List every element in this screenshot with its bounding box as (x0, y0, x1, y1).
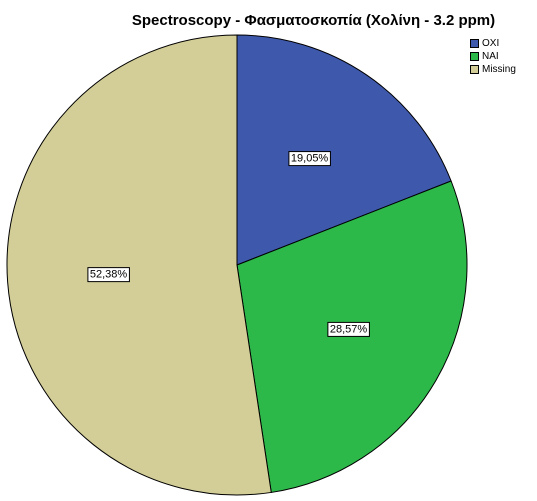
data-label-box (327, 321, 370, 337)
data-label-missing: 52,38% (87, 267, 130, 283)
slice-oxi (236, 34, 452, 266)
data-label-box (288, 151, 331, 167)
legend-item-missing: Missing (470, 63, 516, 76)
data-label-box (87, 267, 130, 283)
legend-swatch (470, 52, 479, 61)
data-label-text: 19,05% (291, 153, 329, 165)
legend-label: ΟΧΙ (482, 38, 500, 49)
legend-item-oxi: ΟΧΙ (470, 37, 516, 50)
legend: ΟΧΙ ΝΑΙ Missing (470, 37, 516, 76)
legend-swatch (470, 39, 479, 48)
legend-label: Missing (482, 64, 516, 75)
legend-item-nai: ΝΑΙ (470, 50, 516, 63)
data-label-oxi: 19,05% (288, 151, 331, 167)
legend-label: ΝΑΙ (482, 51, 499, 62)
slice-missing (6, 34, 272, 496)
data-label-text: 28,57% (330, 323, 368, 335)
data-label-nai: 28,57% (327, 321, 370, 337)
chart-title: Spectroscopy - Φασματοσκοπία (Χολίνη - 3… (131, 12, 496, 29)
legend-swatch (470, 65, 479, 74)
data-label-text: 52,38% (90, 269, 128, 281)
